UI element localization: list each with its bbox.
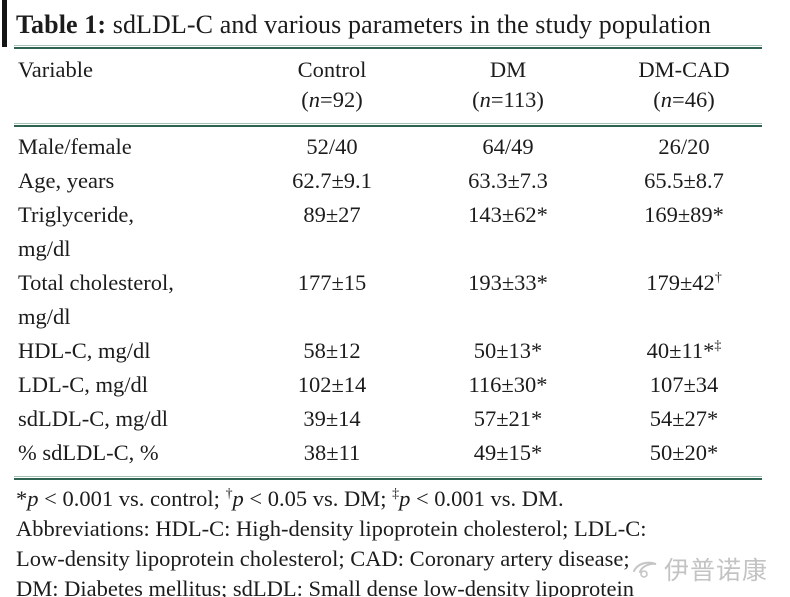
rule-top xyxy=(14,45,762,49)
table-row: Male/female 52/40 64/49 26/20 xyxy=(16,127,762,164)
table-row: Age, years 62.7±9.1 63.3±7.3 65.5±8.7 xyxy=(16,164,762,198)
cell-control: 39±14 xyxy=(303,406,361,431)
column-header-dm-label: DM xyxy=(489,57,527,82)
column-header-control-n: (n=92) xyxy=(301,87,363,112)
cell-dm: 116±30* xyxy=(468,372,548,397)
cell-dmcad: 107±34 xyxy=(649,372,719,397)
column-header-variable: Variable xyxy=(16,49,254,123)
cell-dm: 63.3±7.3 xyxy=(468,168,548,193)
cell-control: 177±15 xyxy=(297,270,367,295)
column-header-dm: DM (n=113) xyxy=(410,49,606,123)
cell-variable: Triglyceride, mg/dl xyxy=(18,202,135,261)
cell-dm: 50±13* xyxy=(473,338,543,363)
column-header-dmcad: DM-CAD (n=46) xyxy=(606,49,762,123)
footnote-significance: *p < 0.001 vs. control; †p < 0.05 vs. DM… xyxy=(16,486,564,511)
cell-variable: LDL-C, mg/dl xyxy=(18,372,148,397)
cell-variable: HDL-C, mg/dl xyxy=(18,338,151,363)
column-header-control-label: Control xyxy=(297,57,367,82)
column-header-dmcad-n: (n=46) xyxy=(653,87,715,112)
table-header: Variable Control (n=92) DM (n=113) DM-CA… xyxy=(16,49,762,123)
table-row: sdLDL-C, mg/dl 39±14 57±21* 54±27* xyxy=(16,402,762,436)
cell-dmcad: 65.5±8.7 xyxy=(644,168,724,193)
cell-variable: sdLDL-C, mg/dl xyxy=(18,406,168,431)
cell-dmcad: 50±20* xyxy=(649,440,719,465)
cell-dmcad: 26/20 xyxy=(658,134,710,159)
rule-header xyxy=(14,123,762,127)
cell-dmcad: 169±89* xyxy=(644,202,724,227)
cell-variable: Age, years xyxy=(18,168,115,193)
cell-dm: 57±21* xyxy=(473,406,543,431)
column-header-dmcad-label: DM-CAD xyxy=(638,57,730,82)
cell-dm: 49±15* xyxy=(473,440,543,465)
cell-dm: 193±33* xyxy=(468,270,548,295)
column-header-dm-n: (n=113) xyxy=(472,87,544,112)
table-row: Total cholesterol, mg/dl 177±15 193±33* … xyxy=(16,266,762,334)
table-row: Triglyceride, mg/dl 89±27 143±62* 169±89… xyxy=(16,198,762,266)
cell-dmcad: 179±42† xyxy=(646,270,722,295)
cell-control: 38±11 xyxy=(303,440,361,465)
table-footnotes: *p < 0.001 vs. control; †p < 0.05 vs. DM… xyxy=(16,484,762,597)
column-header-variable-label: Variable xyxy=(18,57,93,82)
cell-dmcad: 40±11*‡ xyxy=(646,338,722,363)
footnote-abbreviations: Abbreviations: HDL-C: High-density lipop… xyxy=(16,516,647,597)
cell-control: 58±12 xyxy=(303,338,361,363)
table-title-label: Table 1: xyxy=(16,10,107,39)
study-parameters-table-body: Male/female 52/40 64/49 26/20 Age, years… xyxy=(16,127,762,470)
study-parameters-table: Variable Control (n=92) DM (n=113) DM-CA… xyxy=(16,49,762,123)
table-title-text: sdLDL-C and various parameters in the st… xyxy=(106,10,711,39)
cell-dm: 64/49 xyxy=(482,134,534,159)
cell-control: 89±27 xyxy=(303,202,361,227)
cell-dm: 143±62* xyxy=(468,202,548,227)
cell-control: 102±14 xyxy=(297,372,367,397)
cell-variable: Male/female xyxy=(18,134,132,159)
cell-dmcad: 54±27* xyxy=(649,406,719,431)
title-margin-bar xyxy=(2,0,7,47)
header-row: Variable Control (n=92) DM (n=113) DM-CA… xyxy=(16,49,762,123)
cell-control: 52/40 xyxy=(306,134,358,159)
rule-bottom xyxy=(14,476,762,480)
table-body: Male/female 52/40 64/49 26/20 Age, years… xyxy=(16,127,762,470)
cell-variable: Total cholesterol, mg/dl xyxy=(18,270,174,329)
column-header-control: Control (n=92) xyxy=(254,49,410,123)
table-row: % sdLDL-C, % 38±11 49±15* 50±20* xyxy=(16,436,762,470)
table-row: LDL-C, mg/dl 102±14 116±30* 107±34 xyxy=(16,368,762,402)
cell-control: 62.7±9.1 xyxy=(292,168,372,193)
table-title: Table 1: sdLDL-C and various parameters … xyxy=(16,8,762,45)
cell-variable: % sdLDL-C, % xyxy=(18,440,159,465)
table-row: HDL-C, mg/dl 58±12 50±13* 40±11*‡ xyxy=(16,334,762,368)
